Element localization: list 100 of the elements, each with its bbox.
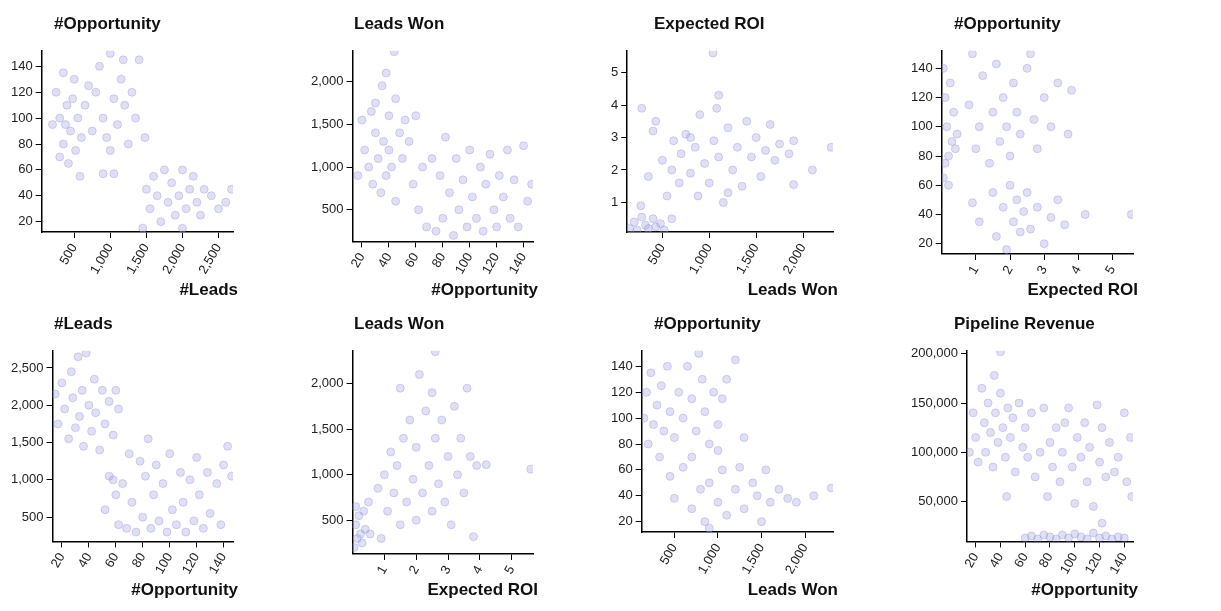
point bbox=[87, 126, 97, 136]
point bbox=[1039, 239, 1049, 249]
point bbox=[735, 462, 745, 472]
point bbox=[1053, 78, 1063, 88]
y-tick-label: 2,000 bbox=[10, 396, 44, 412]
point bbox=[1032, 144, 1042, 154]
point bbox=[662, 361, 672, 371]
point bbox=[363, 497, 373, 507]
y-tick-label: 500 bbox=[321, 201, 344, 217]
point bbox=[952, 129, 962, 139]
point bbox=[465, 451, 475, 461]
point bbox=[1015, 129, 1025, 139]
y-tick-label: 60 bbox=[918, 176, 933, 192]
point bbox=[1080, 209, 1090, 219]
point bbox=[395, 520, 405, 530]
point bbox=[395, 128, 405, 138]
point bbox=[964, 100, 974, 110]
point bbox=[682, 361, 692, 371]
point bbox=[462, 383, 472, 393]
point bbox=[1005, 180, 1015, 190]
point bbox=[761, 465, 771, 475]
point bbox=[389, 488, 399, 498]
point bbox=[427, 388, 437, 398]
point bbox=[641, 413, 649, 423]
point bbox=[61, 120, 71, 130]
point bbox=[366, 106, 376, 116]
point bbox=[459, 488, 469, 498]
point bbox=[411, 515, 421, 525]
point bbox=[66, 126, 76, 136]
y-axis-title: Pipeline Revenue bbox=[954, 314, 1095, 334]
point bbox=[408, 179, 418, 189]
point bbox=[691, 426, 701, 436]
point bbox=[453, 470, 463, 480]
point bbox=[430, 350, 440, 357]
x-axis-title: #Opportunity bbox=[131, 580, 238, 600]
point bbox=[404, 136, 414, 146]
y-tick-label: 2,000 bbox=[310, 375, 344, 391]
point bbox=[662, 191, 672, 201]
point bbox=[405, 415, 415, 425]
x-tick-label: 3 bbox=[1033, 262, 1050, 277]
x-tick-label: 60 bbox=[101, 550, 122, 571]
point bbox=[1032, 202, 1042, 212]
point bbox=[174, 191, 184, 201]
point bbox=[120, 100, 130, 110]
point bbox=[988, 188, 998, 198]
point bbox=[643, 171, 653, 181]
point bbox=[978, 71, 988, 81]
point bbox=[71, 145, 81, 155]
point bbox=[214, 204, 224, 214]
point bbox=[632, 225, 642, 233]
y-tick-label: 100,000 bbox=[910, 443, 958, 459]
point bbox=[134, 55, 144, 65]
y-tick-label: 140 bbox=[10, 57, 33, 73]
x-tick-label: 60 bbox=[1010, 550, 1031, 571]
point bbox=[949, 107, 959, 117]
y-tick-label: 80 bbox=[18, 135, 33, 151]
point bbox=[177, 165, 187, 175]
point bbox=[454, 205, 464, 215]
y-tick-label: 3 bbox=[611, 129, 619, 145]
y-tick-label: 5 bbox=[611, 64, 619, 80]
x-tick-label: 1 bbox=[373, 562, 391, 577]
point bbox=[742, 116, 752, 126]
point bbox=[468, 532, 478, 542]
y-axis-title: Expected ROI bbox=[654, 14, 765, 34]
point bbox=[1022, 188, 1032, 198]
point bbox=[384, 145, 394, 155]
x-tick-label: 20 bbox=[47, 550, 68, 571]
x-axis-title: #Leads bbox=[179, 280, 238, 300]
point bbox=[206, 191, 216, 201]
point bbox=[709, 136, 719, 146]
point bbox=[456, 433, 466, 443]
point bbox=[123, 139, 133, 149]
point bbox=[998, 93, 1008, 103]
point bbox=[383, 506, 393, 516]
point bbox=[414, 369, 424, 379]
point bbox=[730, 355, 740, 365]
point bbox=[391, 94, 401, 104]
y-tick-label: 80 bbox=[918, 147, 933, 163]
point bbox=[462, 222, 472, 232]
x-tick-label: 80 bbox=[428, 250, 449, 271]
x-tick-label: 2 bbox=[999, 262, 1016, 277]
point bbox=[807, 165, 817, 175]
y-tick-label: 1,500 bbox=[10, 434, 44, 450]
y-tick-label: 500 bbox=[321, 511, 344, 527]
point bbox=[732, 142, 742, 152]
point bbox=[728, 165, 738, 175]
point bbox=[643, 439, 653, 449]
point bbox=[364, 162, 374, 172]
point bbox=[696, 484, 706, 494]
point bbox=[221, 197, 231, 207]
y-tick-label: 1,500 bbox=[310, 420, 344, 436]
point bbox=[402, 497, 412, 507]
point bbox=[381, 171, 391, 181]
y-tick-label: 1,000 bbox=[10, 471, 44, 487]
point bbox=[1046, 122, 1056, 132]
point bbox=[105, 50, 115, 58]
point bbox=[809, 491, 819, 501]
point bbox=[748, 478, 758, 488]
x-tick-label: 500 bbox=[656, 540, 681, 567]
point bbox=[94, 61, 104, 71]
